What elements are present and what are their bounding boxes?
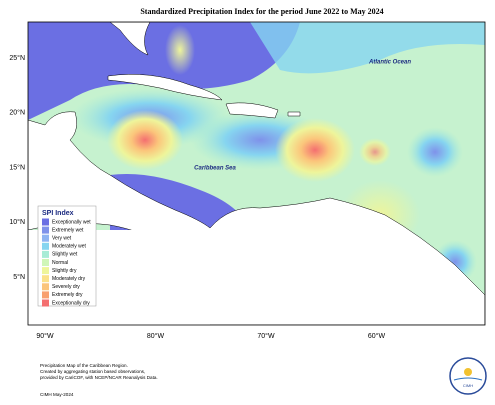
legend-swatch: [42, 218, 49, 226]
footer-line: provided by CariCOF, with NCEP/NCAR Rean…: [40, 375, 158, 380]
legend-swatch: [42, 234, 49, 242]
legend-label: Exceptionally wet: [52, 219, 91, 225]
legend-swatch: [42, 250, 49, 258]
legend-swatch: [42, 267, 49, 275]
lon-label: 80°W: [147, 332, 165, 340]
lat-label: 25°N: [9, 54, 25, 62]
legend-label: Extremely dry: [52, 292, 83, 298]
logo-text: CIMH: [463, 383, 473, 388]
lon-label: 90°W: [36, 332, 54, 340]
lat-label: 20°N: [9, 109, 25, 117]
legend-label: Severely dry: [52, 284, 80, 290]
lat-label: 5°N: [13, 273, 25, 281]
footer: CIMH May-2024 CIMH Precipitation Map of …: [40, 357, 487, 397]
place-label: Atlantic Ocean: [368, 60, 411, 66]
legend-label: Very wet: [52, 236, 72, 242]
legend-label: Extremely wet: [52, 227, 84, 233]
map-title: Standardized Precipitation Index for the…: [140, 7, 383, 16]
footer-line: Precipitation Map of the Caribbean Regio…: [40, 363, 128, 368]
legend-swatch: [42, 242, 49, 250]
legend-swatch: [42, 226, 49, 234]
legend-label: Slightly dry: [52, 268, 77, 274]
legend-swatch: [42, 275, 49, 283]
credit: CIMH May-2024: [40, 392, 74, 397]
legend-label: Normal: [52, 260, 68, 266]
legend-label: Slightly wet: [52, 252, 78, 258]
legend-swatch: [42, 299, 49, 307]
lon-label: 60°W: [368, 332, 386, 340]
legend-label: Exceptionally dry: [52, 300, 90, 306]
lon-label: 70°W: [257, 332, 275, 340]
lat-label: 10°N: [9, 218, 25, 226]
legend-title: SPI Index: [42, 210, 74, 217]
legend-label: Moderately dry: [52, 276, 86, 282]
legend-swatch: [42, 291, 49, 299]
map: [28, 22, 485, 325]
legend-swatch: [42, 283, 49, 291]
legend-swatch: [42, 259, 49, 266]
legend-label: Moderately wet: [52, 244, 87, 250]
legend: SPI Index Exceptionally wet Extremely wet…: [37, 205, 97, 307]
lat-label: 15°N: [9, 163, 25, 171]
footer-line: Created by aggregating station based obs…: [40, 369, 145, 374]
place-label: Caribbean Sea: [194, 166, 236, 172]
